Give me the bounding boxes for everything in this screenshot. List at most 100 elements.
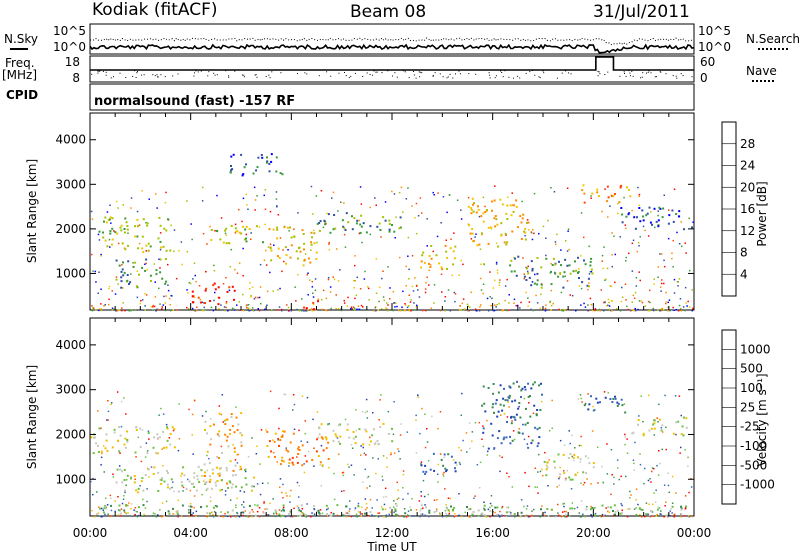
region-cell-10 [540,508,542,511]
speckle [580,444,582,447]
speckle [372,412,374,414]
region-cell-9 [472,240,475,243]
speckle [288,309,290,312]
region-cell-10 [531,269,534,272]
speckle [392,290,395,293]
region-cell-4 [379,426,382,429]
speckle [192,278,194,280]
region-cell-4 [230,155,233,158]
speckle [411,498,413,500]
speckle [169,304,171,306]
region-cell-1 [182,466,185,469]
speckle [431,415,433,418]
region-cell-6 [503,436,506,439]
nave-dot [306,73,308,75]
speckle [497,514,500,516]
region-cell-0 [106,449,109,452]
speckle [273,244,275,246]
speckle [160,516,163,518]
speckle [505,516,508,518]
region-cell-7 [545,474,548,477]
region-cell-0 [104,216,107,219]
region-cell-12 [658,206,661,209]
speckle [475,233,477,235]
region-cell-10 [587,277,590,280]
speckle [195,309,198,312]
speckle [273,512,275,515]
region-cell-2 [235,416,238,419]
region-cell-6 [511,439,514,442]
region-cell-9 [496,223,499,226]
region-cell-0 [123,228,126,230]
region-cell-0 [153,436,155,439]
speckle [115,276,118,278]
speckle [134,309,136,311]
speckle [311,310,314,312]
nave-dot [304,72,306,74]
speckle [159,267,161,269]
speckle [469,447,471,450]
region-cell-10 [494,506,497,509]
speckle [124,309,126,312]
speckle [560,515,563,518]
speckle [446,514,448,517]
region-cell-0 [165,229,168,232]
speckle [305,310,307,312]
nave-dot [381,72,383,74]
speckle [621,286,623,289]
speckle [601,254,604,257]
region-cell-0 [116,232,119,235]
region-cell-6 [496,437,499,440]
speckle [134,510,137,512]
speckle [620,503,622,505]
cpid-label: CPID [6,88,39,102]
speckle [528,485,530,488]
region-cell-9 [494,225,497,228]
region-cell-10 [453,506,456,509]
region-cell-4 [370,440,372,443]
speckle [272,439,274,441]
speckle [678,304,681,307]
speckle [444,488,446,490]
speckle [504,285,507,287]
speckle [243,506,245,508]
region-cell-2 [209,300,212,302]
speckle [489,506,491,509]
colorbar-tick-label: -500 [740,458,767,472]
region-cell-4 [266,160,269,163]
speckle [386,466,388,468]
speckle [477,515,480,517]
region-cell-2 [191,295,194,298]
region-cell-10 [212,506,215,509]
nave-dot [338,72,340,74]
region-cell-0 [120,229,123,232]
region-cell-4 [371,434,374,437]
speckle [386,302,388,304]
nave-dot [654,76,656,78]
nave-dot [413,74,415,76]
speckle [611,300,613,302]
region-cell-3 [287,450,290,453]
region-cell-6 [305,307,308,310]
speckle [507,506,510,509]
region-cell-3 [283,430,286,433]
region-cell-10 [167,510,170,513]
speckle [375,204,377,206]
region-cell-0 [97,451,100,454]
speckle [195,510,198,513]
region-cell-1 [253,476,256,479]
region-cell-10 [613,504,616,507]
speckle [364,411,366,414]
speckle [407,514,409,516]
region-cell-8 [428,262,430,265]
speckle [207,514,209,517]
region-cell-10 [396,514,399,517]
speckle [625,227,627,230]
speckle [253,186,256,189]
region-cell-6 [317,300,319,303]
region-cell-0 [147,249,150,252]
speckle [446,211,448,214]
speckle [580,435,582,438]
speckle [153,305,156,308]
speckle [271,309,273,312]
